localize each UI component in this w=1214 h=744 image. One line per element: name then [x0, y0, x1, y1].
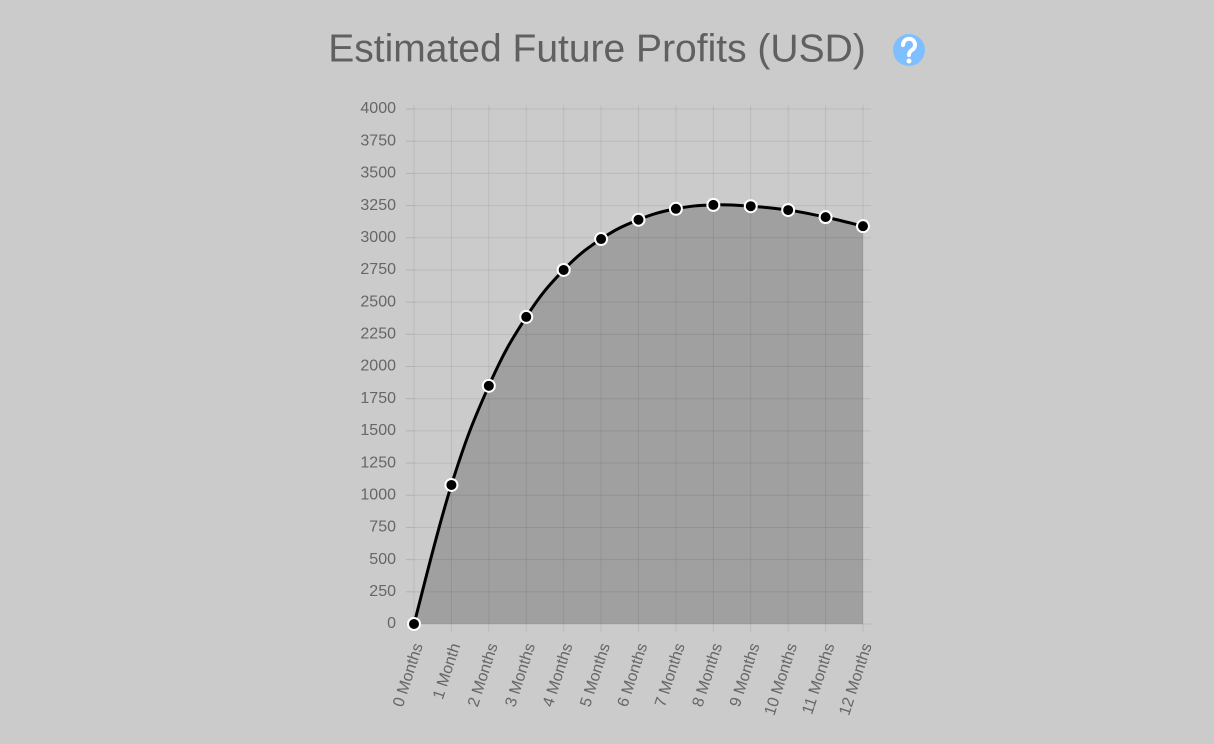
y-tick-label: 750	[369, 519, 396, 536]
x-tick-label: 5 Months	[577, 641, 614, 709]
point	[556, 262, 571, 277]
y-tick-label: 500	[369, 551, 396, 568]
y-tick-label: 2750	[360, 261, 396, 278]
point	[444, 477, 459, 492]
y-tick-label: 3250	[360, 197, 396, 214]
point	[631, 212, 646, 227]
x-tick-label: 8 Months	[690, 641, 727, 709]
y-tick-label: 1000	[360, 486, 396, 503]
y-tick-label: 3000	[360, 229, 396, 246]
help-icon[interactable]	[893, 34, 925, 66]
point	[668, 201, 683, 216]
point	[706, 197, 721, 212]
y-tick-label: 3500	[360, 165, 396, 182]
point	[407, 617, 421, 631]
x-tick-label: 7 Months	[652, 641, 689, 709]
y-tick-label: 2250	[360, 326, 396, 343]
chart-title: Estimated Future Profits (USD)	[328, 27, 865, 70]
x-tick-label: 3 Months	[503, 641, 540, 709]
point	[594, 232, 609, 247]
point	[818, 210, 833, 225]
x-tick-label: 6 Months	[615, 641, 652, 709]
y-tick-label: 2000	[360, 358, 396, 375]
x-tick-label: 2 Months	[465, 641, 502, 709]
x-tick-label: 12 Months	[837, 641, 876, 717]
area	[414, 204, 863, 624]
x-tick-label: 0 Months	[390, 641, 427, 709]
y-tick-label: 1750	[360, 390, 396, 407]
point	[781, 203, 796, 218]
x-tick-label: 10 Months	[762, 641, 801, 717]
x-tick-label: 11 Months	[800, 641, 839, 716]
y-tick-label: 2500	[360, 293, 396, 310]
point	[856, 219, 870, 234]
point	[519, 309, 534, 324]
point	[743, 199, 758, 214]
y-tick-label: 1250	[360, 454, 396, 471]
y-tick-label: 4000	[360, 100, 396, 117]
y-tick-label: 0	[387, 615, 396, 632]
x-tick-label: 4 Months	[540, 641, 577, 709]
point	[481, 378, 496, 393]
x-tick-label: 1 Month	[430, 641, 464, 701]
y-tick-label: 250	[369, 583, 396, 600]
x-tick-label: 9 Months	[727, 641, 764, 709]
y-tick-label: 1500	[360, 422, 396, 439]
y-tick-label: 3750	[360, 132, 396, 149]
